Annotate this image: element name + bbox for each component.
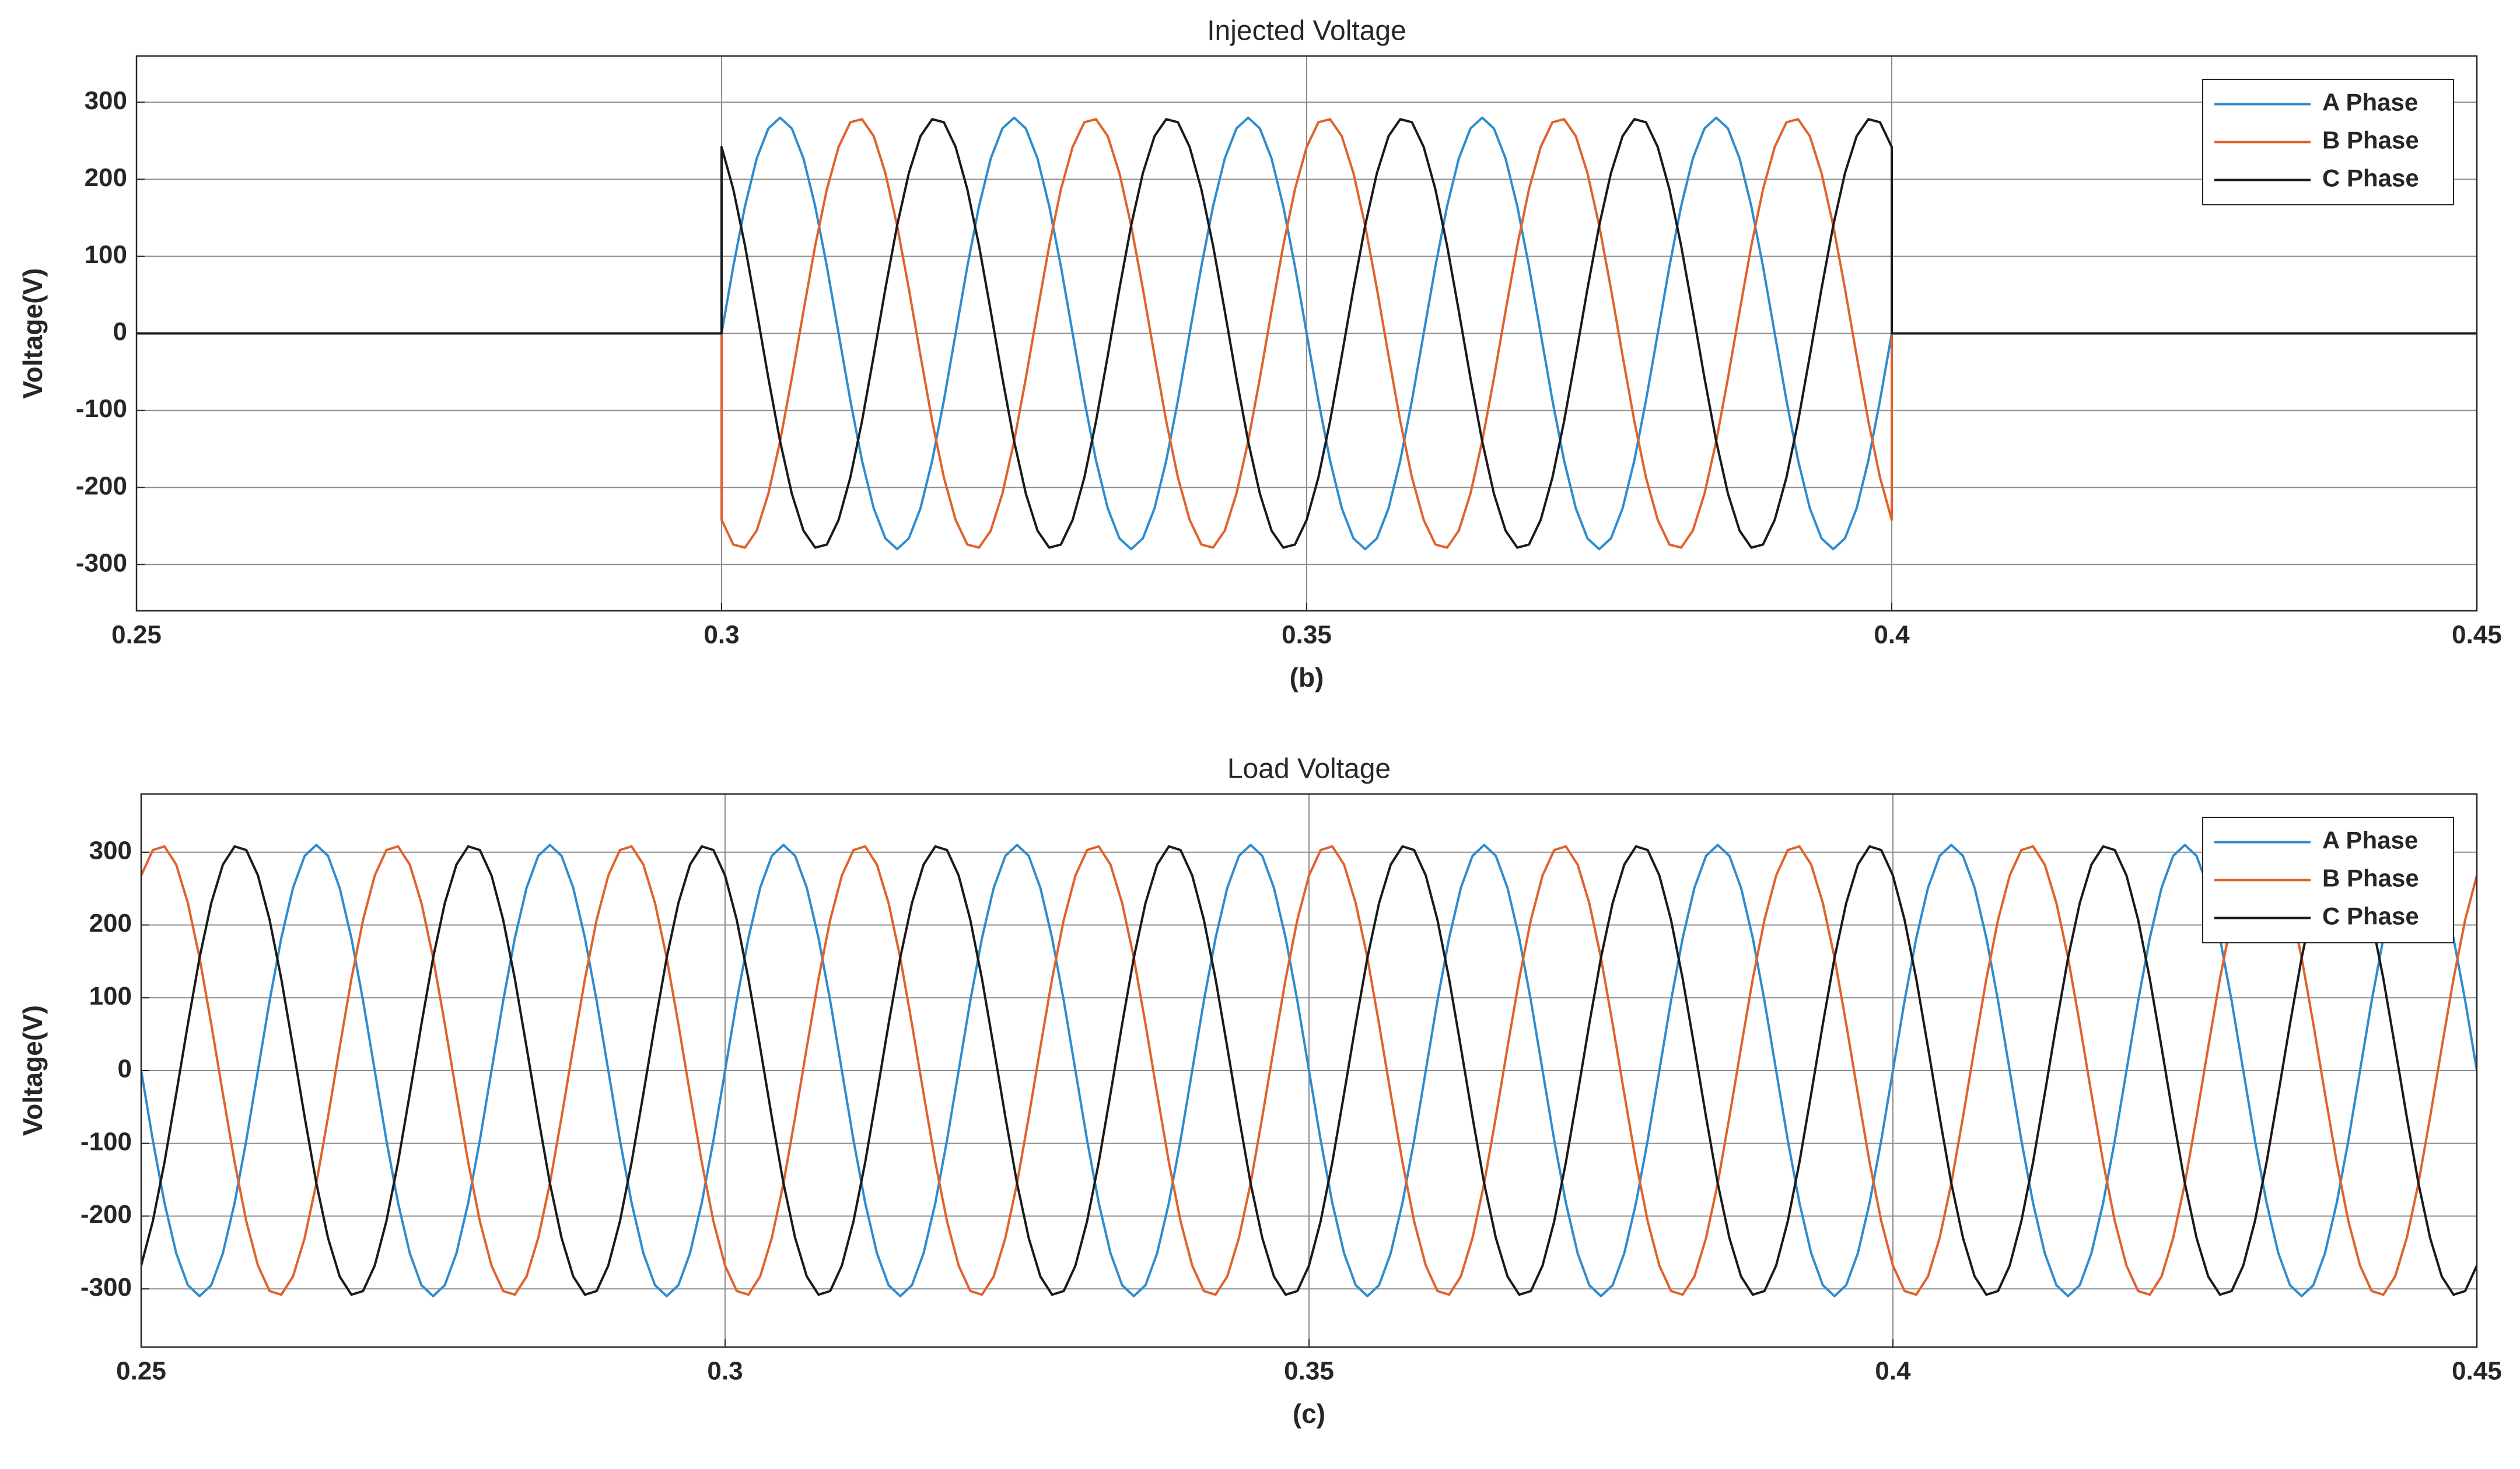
series-line [136,118,2477,549]
chart-title: Injected Voltage [1207,16,1406,47]
y-tick-label: 0 [113,317,127,346]
chart-caption: (c) [1293,1398,1325,1429]
legend-label: B Phase [2322,865,2419,892]
x-tick-label: 0.4 [1874,621,1910,649]
x-tick-label: 0.25 [116,1357,166,1386]
y-tick-label: 0 [118,1055,132,1083]
y-tick-label: 200 [85,163,127,192]
series-line [141,844,2477,1297]
legend-label: A Phase [2322,89,2418,116]
series-line [141,845,2477,1296]
series-line [136,118,2477,549]
plot-frame [140,793,2478,1348]
y-tick-label: 100 [89,982,132,1010]
y-tick-label: 200 [89,909,132,938]
y-tick-label: -200 [80,1200,132,1229]
legend-label: C Phase [2322,903,2419,930]
x-tick-label: 0.3 [704,621,739,649]
y-tick-label: -100 [80,1127,132,1156]
x-tick-label: 0.35 [1282,621,1332,649]
y-tick-label: 300 [85,86,127,115]
legend-label: C Phase [2322,165,2419,192]
y-axis-label: Voltage(V) [18,1005,48,1136]
series-line [141,845,2477,1296]
x-tick-label: 0.4 [1875,1357,1911,1386]
legend-label: A Phase [2322,827,2418,854]
plot-frame [135,55,2478,612]
x-tick-label: 0.45 [2452,1357,2502,1386]
y-tick-label: 100 [85,240,127,269]
x-tick-label: 0.25 [111,621,162,649]
y-tick-label: -200 [76,471,127,500]
y-tick-label: 300 [89,836,132,865]
x-tick-label: 0.3 [707,1357,743,1386]
x-tick-label: 0.35 [1284,1357,1334,1386]
y-tick-label: -100 [76,394,127,423]
y-axis-label: Voltage(V) [18,268,48,398]
chart-title: Load Voltage [1227,754,1391,785]
y-tick-label: -300 [80,1273,132,1302]
y-tick-label: -300 [76,548,127,577]
x-tick-label: 0.45 [2452,621,2502,649]
series-line [136,116,2477,551]
chart-caption: (b) [1290,662,1324,692]
legend-label: B Phase [2322,127,2419,154]
